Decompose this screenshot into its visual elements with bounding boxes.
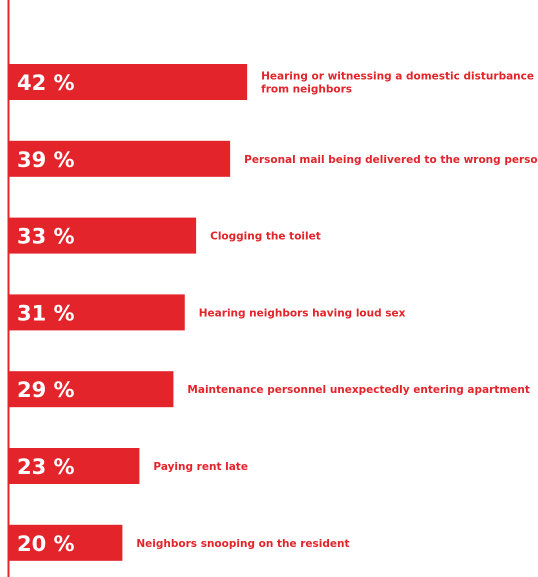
category-label-line: Maintenance personnel unexpectedly enter… bbox=[187, 384, 529, 396]
bar-2 bbox=[9, 140, 231, 177]
category-label-line: Hearing or witnessing a domestic disturb… bbox=[261, 71, 534, 83]
bar-value-label-4: 31 % bbox=[17, 301, 75, 325]
bars-group: 42 % Hearing or witnessing a domestic dis… bbox=[9, 64, 538, 561]
bar-4 bbox=[9, 294, 185, 331]
category-label-line: Personal mail being delivered to the wro… bbox=[244, 154, 538, 166]
category-label-line: Neighbors snooping on the resident bbox=[136, 538, 349, 550]
bar-1 bbox=[9, 64, 248, 100]
category-label-line: Paying rent late bbox=[153, 461, 248, 473]
bar-value-label-7: 20 % bbox=[17, 532, 75, 556]
bar-value-label-1: 42 % bbox=[17, 71, 75, 95]
bar-7 bbox=[9, 524, 123, 561]
category-label-2: Personal mail being delivered to the wro… bbox=[244, 154, 538, 166]
category-label-1: Hearing or witnessing a domestic disturb… bbox=[261, 71, 534, 96]
bar-value-label-6: 23 % bbox=[17, 455, 75, 479]
category-label-4: Hearing neighbors having loud sex bbox=[199, 307, 406, 319]
category-label-6: Paying rent late bbox=[153, 461, 248, 473]
bar-5 bbox=[9, 371, 174, 408]
bar-value-label-5: 29 % bbox=[17, 378, 75, 402]
bar-6 bbox=[9, 448, 140, 484]
category-label-line: Hearing neighbors having loud sex bbox=[199, 307, 406, 319]
bar-value-label-2: 39 % bbox=[17, 148, 75, 172]
category-label-line: from neighbors bbox=[261, 84, 352, 96]
category-label-3: Clogging the toilet bbox=[210, 231, 321, 243]
category-label-7: Neighbors snooping on the resident bbox=[136, 538, 349, 550]
bar-value-label-3: 33 % bbox=[17, 225, 75, 249]
category-label-line: Clogging the toilet bbox=[210, 231, 321, 243]
category-label-5: Maintenance personnel unexpectedly enter… bbox=[187, 384, 529, 396]
bar-3 bbox=[9, 217, 197, 254]
